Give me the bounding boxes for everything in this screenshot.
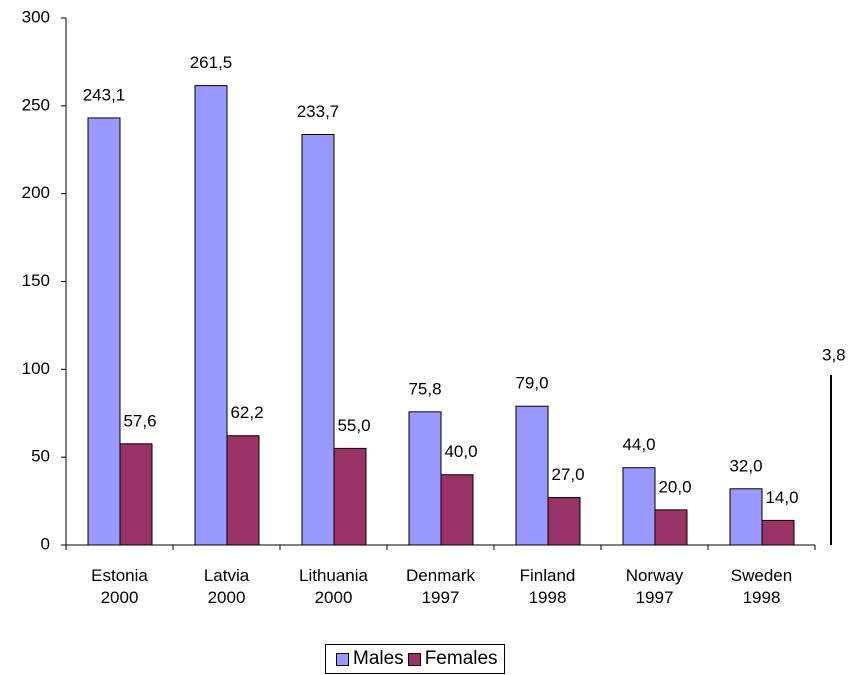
y-tick-label: 200 (22, 183, 50, 202)
bar (87, 117, 121, 546)
annotation: 3,8 (822, 345, 846, 364)
bar (194, 85, 228, 546)
value-label: 55,0 (337, 416, 370, 435)
x-tick-label: Lithuania 2000 (298, 566, 368, 607)
x-tick-label: Denmark 1997 (406, 566, 475, 607)
bar (761, 519, 795, 546)
y-tick-label: 0 (41, 534, 50, 553)
bar (440, 474, 474, 546)
x-tick-label: Estonia 2000 (91, 566, 148, 607)
bar (547, 497, 581, 546)
bar (654, 509, 688, 546)
value-label: 20,0 (658, 477, 691, 496)
value-label: 79,0 (515, 374, 548, 393)
value-label: 233,7 (297, 102, 340, 121)
y-tick-label: 100 (22, 359, 50, 378)
value-label: 27,0 (551, 465, 584, 484)
value-label: 243,1 (83, 85, 126, 104)
bar (333, 447, 367, 546)
value-label: 14,0 (765, 488, 798, 507)
value-label: 40,0 (444, 442, 477, 461)
legend-label: Females (424, 648, 498, 669)
x-tick-label: Latvia 2000 (203, 566, 250, 607)
x-tick-label: Norway 1997 (625, 566, 684, 607)
value-label: 32,0 (729, 456, 762, 475)
legend-label: Males (353, 648, 404, 669)
legend: Males Females (325, 644, 505, 674)
y-tick-label: 150 (22, 271, 50, 290)
legend-swatch (407, 652, 421, 666)
x-tick-label: Finland 1998 (519, 566, 576, 607)
bar (622, 467, 656, 546)
value-label: 62,2 (230, 403, 263, 422)
legend-swatch (336, 652, 349, 666)
y-tick-label: 250 (22, 95, 50, 114)
value-label: 75,8 (408, 379, 441, 398)
bar (729, 488, 763, 546)
y-tick-label: 50 (31, 447, 50, 466)
bar (301, 133, 335, 546)
x-tick-label: Sweden 1998 (730, 566, 793, 607)
bar (226, 435, 260, 546)
value-label: 261,5 (190, 53, 233, 72)
value-label: 44,0 (622, 435, 655, 454)
bar (515, 405, 549, 546)
value-label: 57,6 (123, 411, 156, 430)
bar (408, 411, 442, 546)
y-tick-label: 300 (22, 7, 50, 26)
bar (119, 443, 153, 546)
